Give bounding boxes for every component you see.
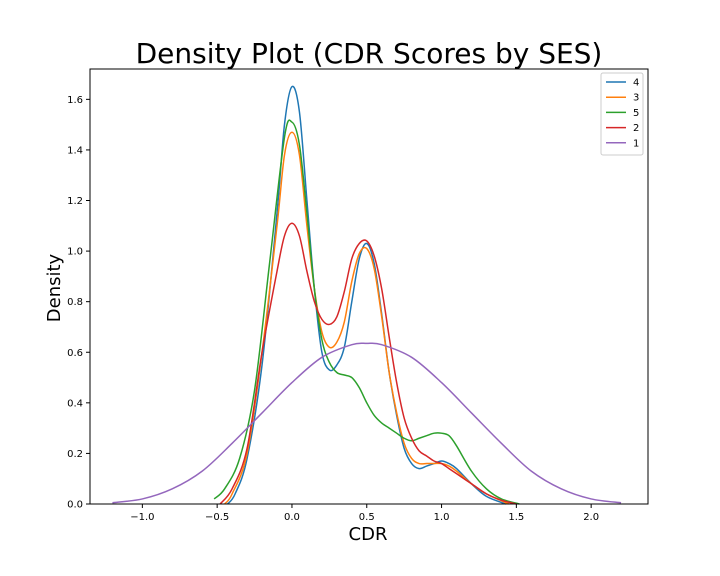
chart-title: Density Plot (CDR Scores by SES)	[136, 37, 603, 70]
y-tick-label: 0.2	[67, 449, 83, 460]
y-tick-label: 0.4	[67, 398, 83, 409]
y-tick-label: 1.2	[67, 196, 83, 207]
y-axis-title: Density	[44, 253, 65, 322]
plot-frame	[89, 68, 649, 505]
legend-label: 5	[633, 108, 639, 119]
y-tick-label: 0.8	[67, 297, 83, 308]
y-tick-label: 0.0	[67, 500, 83, 511]
x-tick-label: 1.0	[434, 512, 450, 523]
y-tick-label: 1.6	[67, 95, 83, 106]
x-tick-label: 0.5	[359, 512, 375, 523]
series-line-5	[213, 119, 520, 505]
series-line-2	[219, 222, 517, 505]
x-axis-title: CDR	[349, 524, 388, 545]
x-tick-label: 2.0	[583, 512, 599, 523]
y-tick-label: 1.4	[67, 145, 83, 156]
plot-area	[112, 85, 622, 505]
legend: 4 3 5 2 1	[600, 72, 644, 156]
legend-label: 2	[633, 123, 639, 134]
y-tick-label: 1.0	[67, 247, 83, 258]
y-tick-label: 0.6	[67, 348, 83, 359]
legend-label: 4	[633, 78, 639, 89]
x-tick-label: 1.5	[508, 512, 524, 523]
x-axis: −1.0 −0.5 0.0 0.5 1.0 1.5 2.0	[130, 504, 599, 523]
x-tick-label: −0.5	[205, 512, 229, 523]
x-tick-label: 0.0	[284, 512, 300, 523]
y-axis: 0.0 0.2 0.4 0.6 0.8 1.0 1.2 1.4 1.6	[67, 95, 90, 511]
legend-box	[600, 72, 644, 156]
legend-label: 1	[633, 138, 639, 149]
legend-label: 3	[633, 93, 639, 104]
x-tick-label: −1.0	[130, 512, 154, 523]
series-line-1	[112, 342, 622, 504]
